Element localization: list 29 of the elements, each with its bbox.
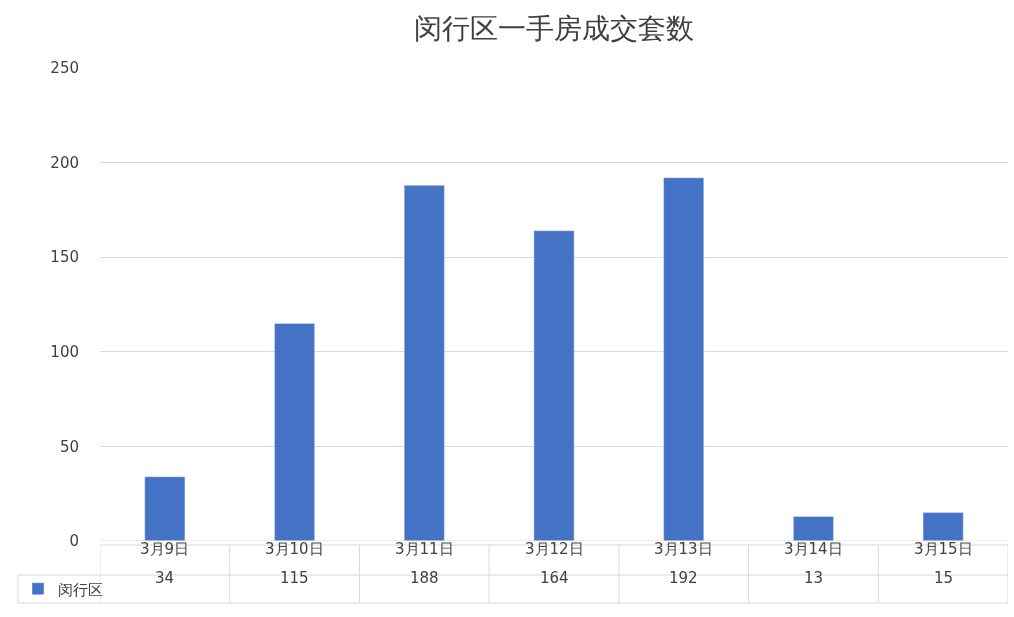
x-tick-label: 3月11日 xyxy=(395,540,454,558)
y-tick-label: 0 xyxy=(69,532,79,551)
y-tick-label: 150 xyxy=(50,248,79,267)
data-label: 34 xyxy=(155,569,175,587)
y-tick-label: 100 xyxy=(50,343,79,362)
data-label: 188 xyxy=(410,569,439,587)
y-tick-label: 200 xyxy=(50,153,79,172)
bar xyxy=(274,323,315,541)
bar xyxy=(922,512,964,541)
data-label: 15 xyxy=(934,569,954,587)
data-label: 164 xyxy=(540,569,569,587)
bar xyxy=(663,177,705,541)
legend-label: 闵行区 xyxy=(58,580,103,599)
bar xyxy=(144,476,186,541)
data-label: 115 xyxy=(280,569,309,587)
x-tick-label: 3月9日 xyxy=(140,540,190,558)
bar xyxy=(533,230,575,541)
x-tick-label: 3月10日 xyxy=(265,540,324,558)
bar xyxy=(403,185,445,541)
x-tick-label: 3月15日 xyxy=(914,540,973,558)
x-tick-label: 3月14日 xyxy=(784,540,843,558)
x-tick-label: 3月12日 xyxy=(525,540,584,558)
data-label: 192 xyxy=(669,569,698,587)
data-label: 13 xyxy=(804,569,824,587)
x-tick-label: 3月13日 xyxy=(654,540,713,558)
chart-title: 闵行区一手房成交套数 xyxy=(414,11,694,45)
bar xyxy=(793,516,834,541)
y-tick-label: 50 xyxy=(59,437,79,456)
y-tick-label: 250 xyxy=(50,59,79,78)
